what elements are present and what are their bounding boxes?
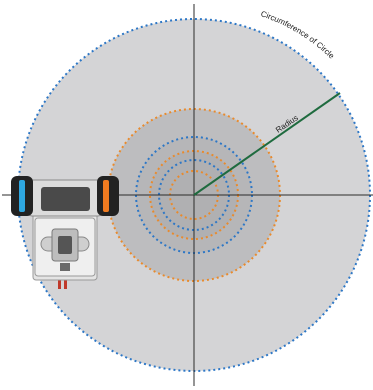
radius-line xyxy=(193,92,341,196)
robot-icon xyxy=(11,176,119,289)
